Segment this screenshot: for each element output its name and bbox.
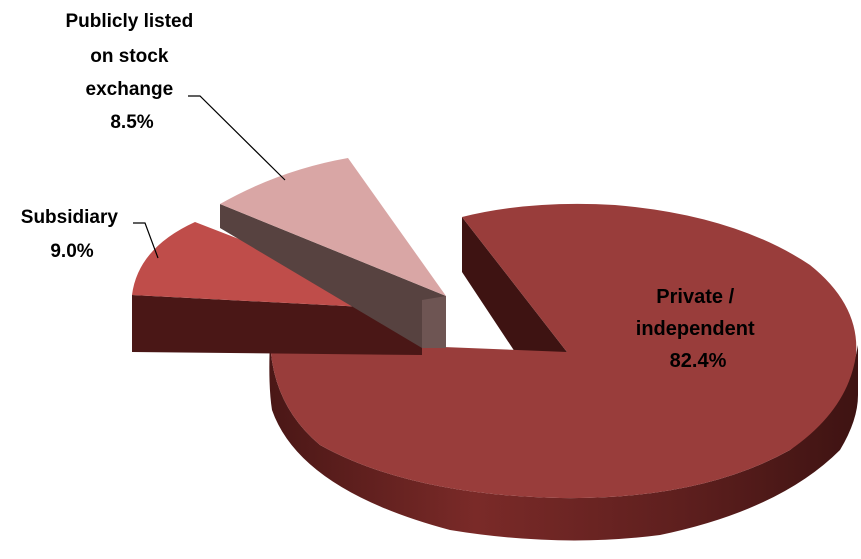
label-private-line-2: independent [636, 318, 755, 340]
slice-publicly-listed [220, 158, 446, 348]
slice-private-top [270, 203, 857, 499]
slice-private-independent [269, 203, 858, 541]
leader-line-subsidiary [133, 222, 159, 259]
label-subsidiary-line-1: Subsidiary [21, 207, 119, 228]
label-publicly-listed: Publicly listed on stock exchange 8.5% [65, 11, 198, 133]
leader-line-publicly-listed [188, 95, 286, 181]
label-publicly-value: 8.5% [110, 112, 153, 133]
slice-private-side [269, 340, 858, 541]
label-subsidiary-value: 9.0% [50, 241, 93, 262]
label-publicly-line-1: Publicly listed [65, 11, 193, 32]
label-publicly-line-3: exchange [86, 79, 174, 100]
slice-subsidiary-side [132, 295, 422, 355]
slice-publicly-front [422, 296, 446, 348]
label-subsidiary: Subsidiary 9.0% [21, 207, 123, 262]
label-private-line-1: Private / [656, 286, 734, 308]
label-publicly-line-2: on stock [90, 46, 169, 67]
slice-publicly-top [220, 158, 446, 296]
label-private-independent: Private / independent 82.4% [636, 286, 760, 372]
label-private-value: 82.4% [670, 350, 727, 372]
slice-publicly-side [220, 204, 446, 348]
